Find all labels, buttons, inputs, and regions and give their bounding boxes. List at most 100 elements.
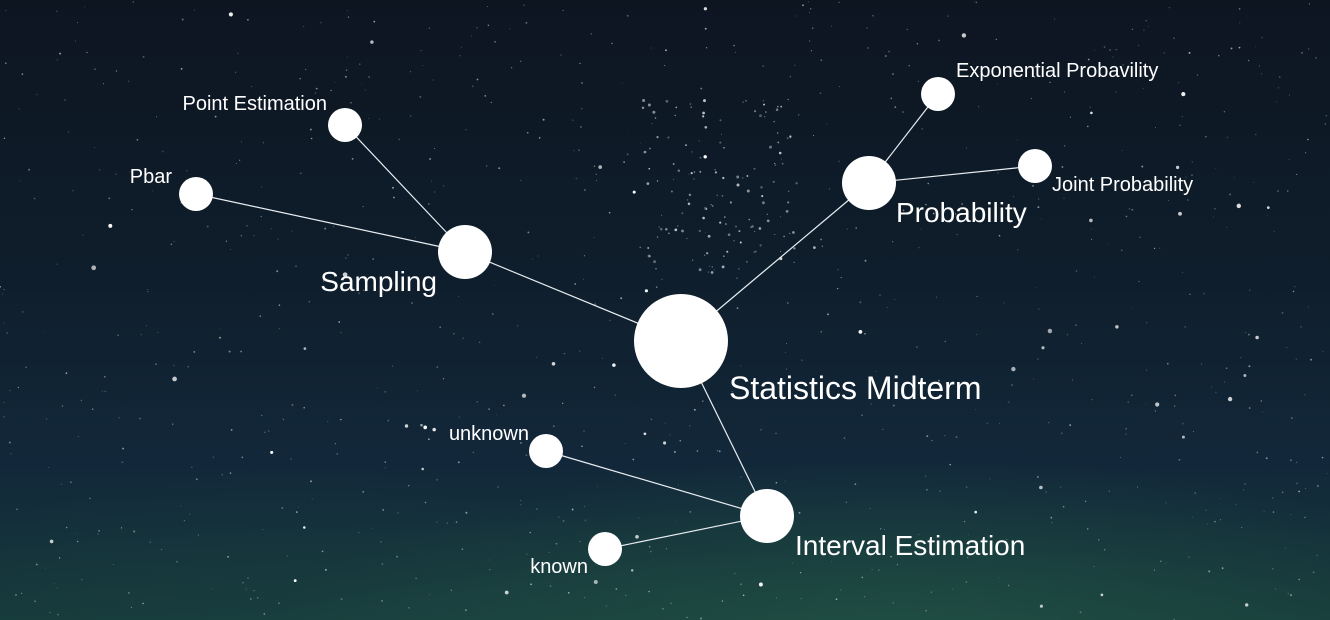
node-circle-exponential-probavility[interactable]	[921, 77, 955, 111]
star	[1206, 523, 1209, 525]
star	[1225, 367, 1228, 369]
node-circle-statistics-midterm[interactable]	[634, 294, 728, 388]
star	[638, 517, 640, 519]
star	[1033, 378, 1035, 380]
star	[49, 611, 51, 613]
node-probability[interactable]: Probability	[842, 156, 1027, 228]
node-circle-point-estimation[interactable]	[328, 108, 362, 142]
node-pbar[interactable]: Pbar	[130, 166, 213, 211]
star	[736, 183, 740, 187]
star	[765, 111, 767, 113]
node-point-estimation[interactable]: Point Estimation	[182, 93, 362, 142]
star	[678, 484, 680, 486]
star	[362, 206, 364, 208]
node-sampling[interactable]: Sampling	[320, 225, 492, 297]
star	[1272, 511, 1275, 513]
star	[642, 99, 646, 102]
node-statistics-midterm[interactable]: Statistics Midterm	[634, 294, 981, 406]
star	[871, 568, 873, 570]
star	[965, 486, 968, 488]
star	[4, 62, 7, 65]
node-exponential-probavility[interactable]: Exponential Probavility	[921, 60, 1158, 111]
star	[1109, 49, 1112, 52]
star	[837, 269, 839, 271]
star	[1272, 568, 1274, 570]
star	[1194, 492, 1197, 494]
star	[1122, 64, 1125, 66]
node-circle-sampling[interactable]	[438, 225, 492, 279]
star	[131, 208, 133, 211]
star	[602, 357, 604, 359]
star	[494, 40, 497, 43]
star	[372, 258, 375, 260]
star	[344, 75, 347, 78]
star	[327, 421, 329, 423]
star	[77, 435, 79, 437]
star	[696, 450, 699, 452]
star	[725, 223, 727, 225]
star	[1241, 526, 1243, 528]
star	[392, 365, 393, 367]
star	[428, 27, 431, 29]
star	[686, 616, 688, 619]
star	[593, 236, 595, 238]
star	[462, 337, 464, 340]
node-circle-interval-estimation[interactable]	[740, 489, 794, 543]
star	[1205, 136, 1207, 138]
node-circle-known[interactable]	[588, 532, 622, 566]
star	[393, 196, 395, 199]
star	[536, 508, 538, 510]
star	[723, 146, 725, 149]
star	[1322, 351, 1324, 353]
star	[180, 67, 183, 70]
star	[791, 562, 793, 564]
star	[350, 102, 352, 104]
star	[1179, 124, 1181, 126]
star	[409, 115, 412, 117]
node-known[interactable]: known	[530, 532, 622, 578]
star	[404, 424, 409, 428]
star	[820, 330, 823, 333]
star	[487, 24, 490, 27]
star	[262, 142, 265, 144]
star	[1185, 176, 1187, 178]
star	[364, 89, 366, 91]
star	[967, 557, 969, 559]
node-joint-probability[interactable]: Joint Probability	[1018, 149, 1193, 196]
star	[740, 365, 742, 367]
node-interval-estimation[interactable]: Interval Estimation	[740, 489, 1025, 561]
star	[351, 158, 354, 160]
star	[745, 100, 747, 102]
star	[781, 162, 784, 165]
star	[643, 150, 647, 154]
star	[819, 92, 822, 95]
star	[1125, 215, 1128, 218]
star	[661, 278, 663, 280]
star	[578, 149, 580, 152]
star	[710, 271, 714, 274]
star	[892, 241, 894, 243]
star	[584, 597, 586, 599]
star	[665, 548, 668, 550]
star	[1304, 487, 1307, 490]
star	[1047, 328, 1053, 334]
star	[311, 498, 313, 500]
star	[1243, 489, 1245, 491]
star	[721, 195, 724, 197]
star	[1301, 52, 1303, 54]
node-circle-probability[interactable]	[842, 156, 896, 210]
star	[434, 148, 436, 149]
node-circle-unknown[interactable]	[529, 434, 563, 468]
star	[340, 331, 342, 334]
star	[714, 168, 716, 171]
node-circle-joint-probability[interactable]	[1018, 149, 1052, 183]
star	[142, 602, 144, 605]
node-unknown[interactable]: unknown	[449, 423, 563, 468]
star	[1221, 567, 1224, 570]
star	[1125, 433, 1127, 435]
star	[703, 155, 707, 159]
star	[708, 265, 711, 267]
node-circle-pbar[interactable]	[179, 177, 213, 211]
star	[965, 212, 967, 214]
star	[710, 204, 712, 206]
